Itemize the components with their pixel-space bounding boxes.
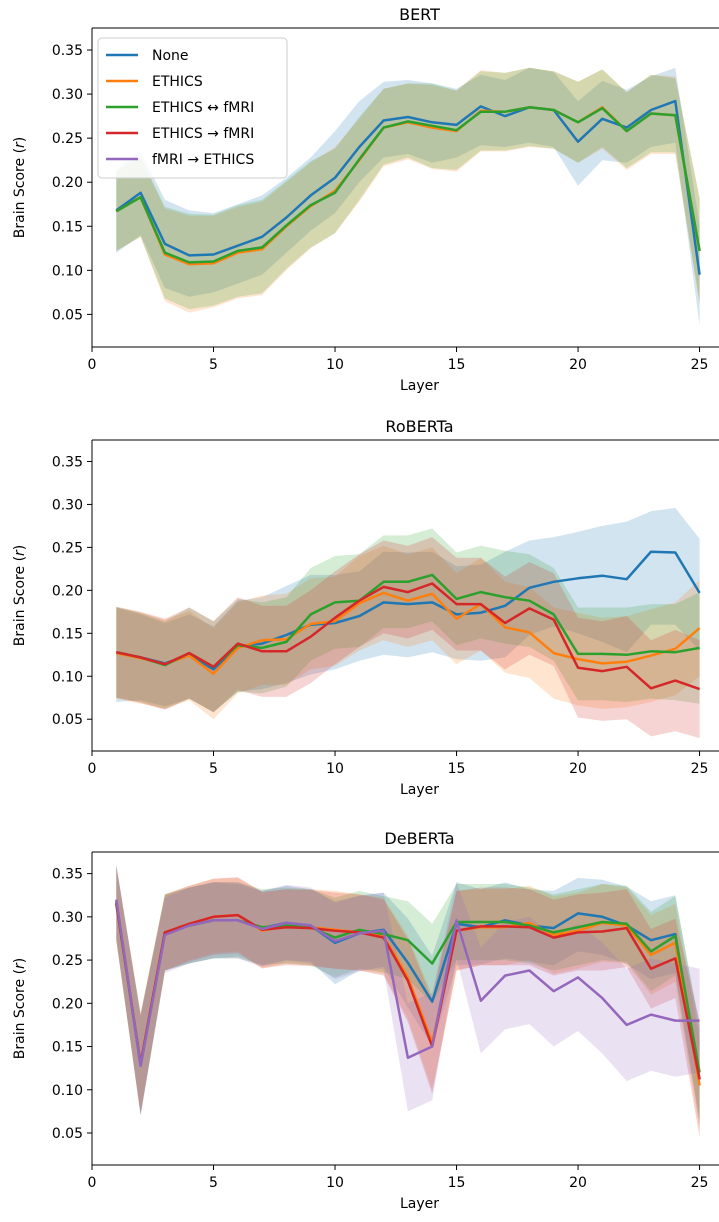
- x-tick-label: 5: [209, 761, 218, 777]
- series-line-4: [115, 899, 700, 1067]
- series-line-3: [115, 902, 701, 1080]
- y-tick-label: 0.20: [52, 175, 83, 191]
- legend-label: ETHICS → fMRI: [152, 126, 254, 142]
- confidence-band-0: [116, 67, 700, 325]
- x-tick-label: 10: [326, 1175, 344, 1191]
- x-tick-label: 5: [209, 357, 218, 373]
- chart-title: RoBERTa: [385, 417, 453, 436]
- y-tick-label: 0.10: [52, 1083, 83, 1099]
- y-axis-label: Brain Score (r): [12, 137, 28, 239]
- y-tick-label: 0.35: [52, 43, 83, 59]
- chart-title: DeBERTa: [384, 829, 454, 848]
- x-tick-label: 5: [209, 1175, 218, 1191]
- y-tick-label: 0.25: [52, 953, 83, 969]
- y-tick-label: 0.25: [52, 131, 83, 147]
- x-tick-label: 25: [691, 357, 709, 373]
- x-axis-label: Layer: [400, 378, 439, 394]
- x-tick-label: 25: [691, 761, 709, 777]
- x-tick-label: 15: [448, 357, 466, 373]
- y-tick-label: 0.35: [52, 867, 83, 883]
- x-tick-label: 10: [326, 357, 344, 373]
- y-tick-label: 0.25: [52, 540, 83, 556]
- y-tick-label: 0.20: [52, 996, 83, 1012]
- y-tick-label: 0.10: [52, 263, 83, 279]
- series-line-0: [115, 99, 701, 275]
- series-line-0: [116, 550, 701, 671]
- plot-area: [115, 863, 701, 1138]
- y-tick-label: 0.05: [52, 307, 83, 323]
- y-tick-label: 0.05: [52, 712, 83, 728]
- x-tick-label: 20: [569, 357, 587, 373]
- chart-title: BERT: [399, 5, 440, 24]
- y-tick-label: 0.15: [52, 626, 83, 642]
- y-tick-label: 0.10: [52, 669, 83, 685]
- chart-panel-roberta: RoBERTa 0 5 10 15 20 25 0.05 0.10 0.15 0.20 0.25 0.3…: [12, 417, 719, 798]
- confidence-band-1: [116, 545, 700, 720]
- y-axis-label: Brain Score (r): [12, 545, 28, 647]
- series-line-3: [116, 582, 701, 691]
- legend-label: ETHICS ↔ fMRI: [152, 100, 254, 116]
- x-tick-label: 25: [691, 1175, 709, 1191]
- legend: None ETHICS ETHICS ↔ fMRI ETHICS → fMRI fMRI…: [97, 37, 288, 179]
- legend-box: [97, 37, 288, 179]
- x-tick-label: 0: [88, 1175, 97, 1191]
- y-axis-label: Brain Score (r): [12, 958, 28, 1060]
- x-tick-label: 10: [326, 761, 344, 777]
- y-tick-label: 0.20: [52, 583, 83, 599]
- x-tick-label: 15: [448, 1175, 466, 1191]
- y-tick-label: 0.15: [52, 219, 83, 235]
- y-tick-label: 0.15: [52, 1040, 83, 1056]
- y-tick-label: 0.35: [52, 454, 83, 470]
- x-tick-label: 0: [88, 761, 97, 777]
- series-line-2: [115, 106, 701, 264]
- y-tick-label: 0.05: [52, 1126, 83, 1142]
- legend-label: fMRI → ETHICS: [152, 152, 254, 168]
- legend-label: ETHICS: [152, 74, 203, 90]
- series-line-1: [116, 591, 701, 675]
- confidence-band-3: [116, 537, 700, 739]
- x-tick-label: 0: [88, 357, 97, 373]
- chart-panel-deberta: DeBERTa 0 5 10 15 20 25 0.05 0.10 0.15 0.20 0.25 0.3…: [12, 829, 719, 1212]
- y-tick-label: 0.30: [52, 87, 83, 103]
- chart-panel-bert: BERT 0 5 10 15 20 25 0.05 0.10 0.15 0.20 0.25 0.30 0.…: [12, 5, 719, 394]
- y-tick-label: 0.30: [52, 910, 83, 926]
- plot-area: [116, 507, 701, 739]
- x-tick-label: 20: [569, 761, 587, 777]
- x-axis-label: Layer: [400, 1196, 439, 1212]
- y-tick-label: 0.30: [52, 497, 83, 513]
- x-tick-label: 15: [448, 761, 466, 777]
- x-axis-label: Layer: [400, 782, 439, 798]
- confidence-band-1: [116, 67, 700, 313]
- plot-area: [115, 67, 701, 325]
- legend-label: None: [152, 48, 189, 64]
- confidence-band-0: [116, 507, 700, 713]
- confidence-band-2: [116, 528, 700, 713]
- x-tick-label: 20: [569, 1175, 587, 1191]
